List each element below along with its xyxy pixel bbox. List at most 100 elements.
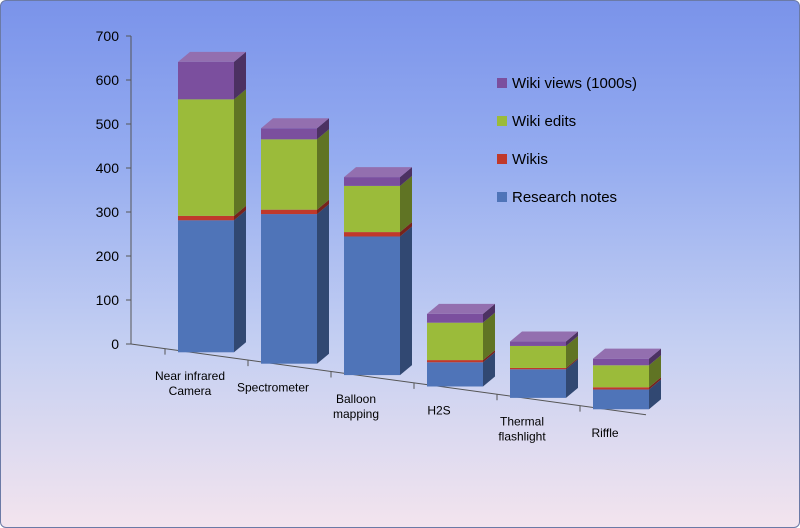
x-axis-line: [130, 343, 647, 416]
x-category-label-line: mapping: [333, 407, 379, 421]
bar-segment-front: [427, 313, 483, 323]
bar-segment: [593, 379, 661, 410]
bar-top: [178, 51, 246, 62]
y-tick-label: 500: [96, 116, 120, 132]
y-tick-label: 100: [96, 292, 120, 308]
y-tick-label: 600: [96, 72, 120, 88]
bar-segment: [510, 357, 578, 370]
bar-segment-front: [427, 360, 483, 363]
bar-segment: [593, 355, 661, 388]
bar-segment-front: [510, 369, 566, 398]
bar-segment-front: [344, 185, 400, 233]
bar-segment-front: [593, 389, 649, 410]
legend-item: Wiki views (1000s): [497, 75, 637, 92]
bar-segment-front: [178, 61, 234, 100]
category-labels: Near infrared Camera Spectrometer Balloon ma…: [155, 369, 619, 444]
bar-stack: [344, 167, 412, 376]
bar-segment-front: [261, 214, 317, 364]
bar-segment: [510, 331, 578, 346]
bar-stack: [261, 118, 329, 364]
x-category-label-line: Balloon: [336, 392, 376, 406]
bar-segment: [261, 204, 329, 364]
bar-segment-side: [317, 129, 329, 210]
legend-item: Wikis: [497, 151, 548, 168]
bar-segment-side: [483, 352, 495, 387]
bar-segment-front: [427, 362, 483, 387]
bar-segment: [593, 348, 661, 366]
bar-segment: [510, 335, 578, 368]
bar-segment-front: [427, 322, 483, 361]
bar-segment-front: [261, 139, 317, 210]
bar-segment-front: [593, 358, 649, 366]
y-tick-label: 300: [96, 204, 120, 220]
x-category-label: H2S: [427, 403, 450, 417]
x-category-label-line: Riffle: [591, 426, 618, 440]
bar-segment-front: [178, 99, 234, 216]
legend-item: Wiki edits: [497, 113, 576, 130]
bar-segment: [178, 51, 246, 100]
bar-stack: [510, 331, 578, 398]
legend-swatch: [497, 116, 507, 126]
y-tick-label: 700: [96, 28, 120, 44]
bar-segment-side: [400, 222, 412, 237]
bar-segment: [178, 89, 246, 216]
bar-segment-front: [510, 341, 566, 346]
bar-segment-side: [317, 204, 329, 364]
bar-segment-front: [261, 209, 317, 215]
x-category-label-line: Near infrared: [155, 369, 225, 383]
bar-segment-front: [261, 128, 317, 140]
legend-item: Research notes: [497, 189, 617, 206]
bar-segment-side: [483, 350, 495, 363]
bar-segment-side: [400, 167, 412, 186]
bar-segment: [261, 129, 329, 210]
x-category-label-line: Thermal: [500, 415, 544, 429]
x-category-label-line: Camera: [169, 384, 212, 398]
bar-top: [261, 118, 329, 129]
legend-swatch: [497, 192, 507, 202]
bar-segment: [344, 222, 412, 237]
bars: [178, 51, 661, 410]
bar-segment-side: [566, 335, 578, 368]
legend-swatch: [497, 78, 507, 88]
bar-segment: [261, 199, 329, 215]
bar-segment-front: [344, 236, 400, 376]
x-category-label: Thermal flashlight: [498, 415, 546, 444]
bar-segment-side: [483, 303, 495, 323]
bar-segment-side: [566, 359, 578, 398]
bar-segment-side: [317, 118, 329, 140]
x-category-label: Spectrometer: [237, 380, 309, 394]
legend-label: Wiki views (1000s): [512, 75, 637, 92]
x-category-label-line: Spectrometer: [237, 380, 309, 394]
bar-segment: [427, 350, 495, 363]
y-axis: 0 100 200 300 400 500 600 700: [96, 28, 132, 352]
bar-segment-side: [400, 175, 412, 233]
legend-swatch: [497, 154, 507, 164]
bar-segment: [178, 210, 246, 353]
y-tick-label: 400: [96, 160, 120, 176]
bar-stack: [593, 348, 661, 410]
bar-segment: [427, 352, 495, 387]
bar-top: [510, 331, 578, 342]
bar-segment-side: [234, 51, 246, 100]
bar-stack: [427, 303, 495, 387]
y-tick-label: 0: [111, 336, 119, 352]
bar-segment-front: [178, 220, 234, 353]
bar-segment: [344, 167, 412, 186]
x-category-label-line: flashlight: [498, 430, 546, 444]
bar-segment-side: [234, 89, 246, 216]
bar-segment-front: [344, 232, 400, 237]
x-category-label: Riffle: [591, 426, 618, 440]
bar-segment-front: [510, 345, 566, 368]
bar-segment: [593, 377, 661, 390]
bar-segment-front: [593, 365, 649, 388]
bar-top: [593, 348, 661, 359]
bar-segment: [344, 175, 412, 233]
legend-label: Research notes: [512, 189, 617, 206]
x-category-label: Balloon mapping: [333, 392, 379, 421]
x-category-label: Near infrared Camera: [155, 369, 225, 398]
bar-segment-side: [649, 355, 661, 388]
y-tick-label: 200: [96, 248, 120, 264]
bar-segment: [510, 359, 578, 398]
